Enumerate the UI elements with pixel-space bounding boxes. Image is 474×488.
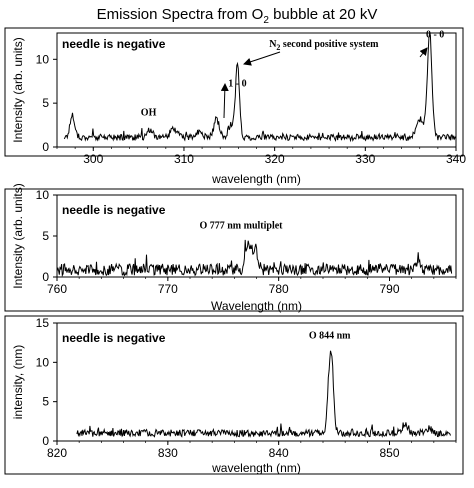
panel-tag: needle is negative: [62, 203, 166, 217]
y-tick-label: 5: [42, 96, 49, 110]
x-tick-label: 780: [269, 282, 289, 296]
x-axis-label: Wavelength (nm): [211, 299, 302, 313]
spectrum-line: [76, 350, 451, 438]
annotation-arrow: [243, 51, 281, 66]
annotation-label: 0 - 0: [426, 29, 444, 40]
annotation-label: 1 - 0: [228, 78, 246, 89]
y-tick-label: 5: [42, 229, 49, 243]
y-tick-label: 10: [36, 188, 50, 202]
figure-title: Emission Spectra from O2 bubble at 20 kV: [0, 6, 474, 26]
y-tick-label: 10: [36, 52, 50, 66]
y-tick-label: 0: [42, 140, 49, 154]
chart-panel-2: 760 770 780 790 0 5 10 Wavelength (nm) Intensity…: [4, 183, 464, 313]
title-suffix: bubble at 20 kV: [268, 6, 378, 23]
title-subscript: 2: [263, 15, 269, 26]
annotation-label: N2 second positive system: [269, 39, 379, 52]
y-tick-label: 10: [36, 355, 50, 369]
y-tick-label: 0: [42, 270, 49, 284]
x-tick-label: 850: [379, 446, 399, 460]
y-tick-label: 15: [36, 316, 50, 330]
x-tick-label: 790: [379, 282, 399, 296]
panel-tag: needle is negative: [62, 37, 166, 51]
x-tick-label: 300: [83, 152, 103, 166]
x-axis-label: wavelength (nm): [211, 461, 301, 475]
panel-frame: [4, 27, 464, 157]
spectrum-line: [56, 239, 453, 278]
x-tick-label: 310: [174, 152, 194, 166]
y-axis-label: Intensity (arb. units): [11, 183, 25, 288]
annotation-label: OH: [141, 107, 157, 118]
x-tick-label: 770: [158, 282, 178, 296]
y-tick-label: 5: [42, 395, 49, 409]
title-prefix: Emission Spectra from O: [96, 6, 264, 23]
annotation-label: O 777 nm multiplet: [199, 221, 283, 232]
chart-panel-1: 300 310 320 330 340 0 5 10 wavelength (nm) Intens…: [4, 27, 466, 186]
x-tick-label: 760: [47, 282, 67, 296]
x-tick-label: 330: [355, 152, 375, 166]
chart-panel-3: 820 830 840 850 0 5 10 15 wavelength (nm) intensi…: [4, 315, 464, 475]
x-axis-label: wavelength (nm): [211, 172, 301, 186]
x-tick-label: 840: [269, 446, 289, 460]
y-axis-label: Intensity (arb. units): [11, 37, 25, 142]
x-tick-label: 340: [446, 152, 466, 166]
annotation-arrow: [419, 47, 428, 58]
panel-frame: [4, 315, 464, 475]
x-tick-label: 320: [265, 152, 285, 166]
annotation-arrow: [220, 83, 229, 119]
panel-tag: needle is negative: [62, 331, 166, 345]
y-axis-label: intensity, (nm): [11, 345, 25, 419]
x-tick-label: 830: [158, 446, 178, 460]
annotation-label: O 844 nm: [309, 331, 351, 342]
x-tick-label: 820: [47, 446, 67, 460]
y-tick-label: 0: [42, 434, 49, 448]
panel-frame: [4, 188, 464, 312]
spectrum-line: [63, 32, 457, 143]
